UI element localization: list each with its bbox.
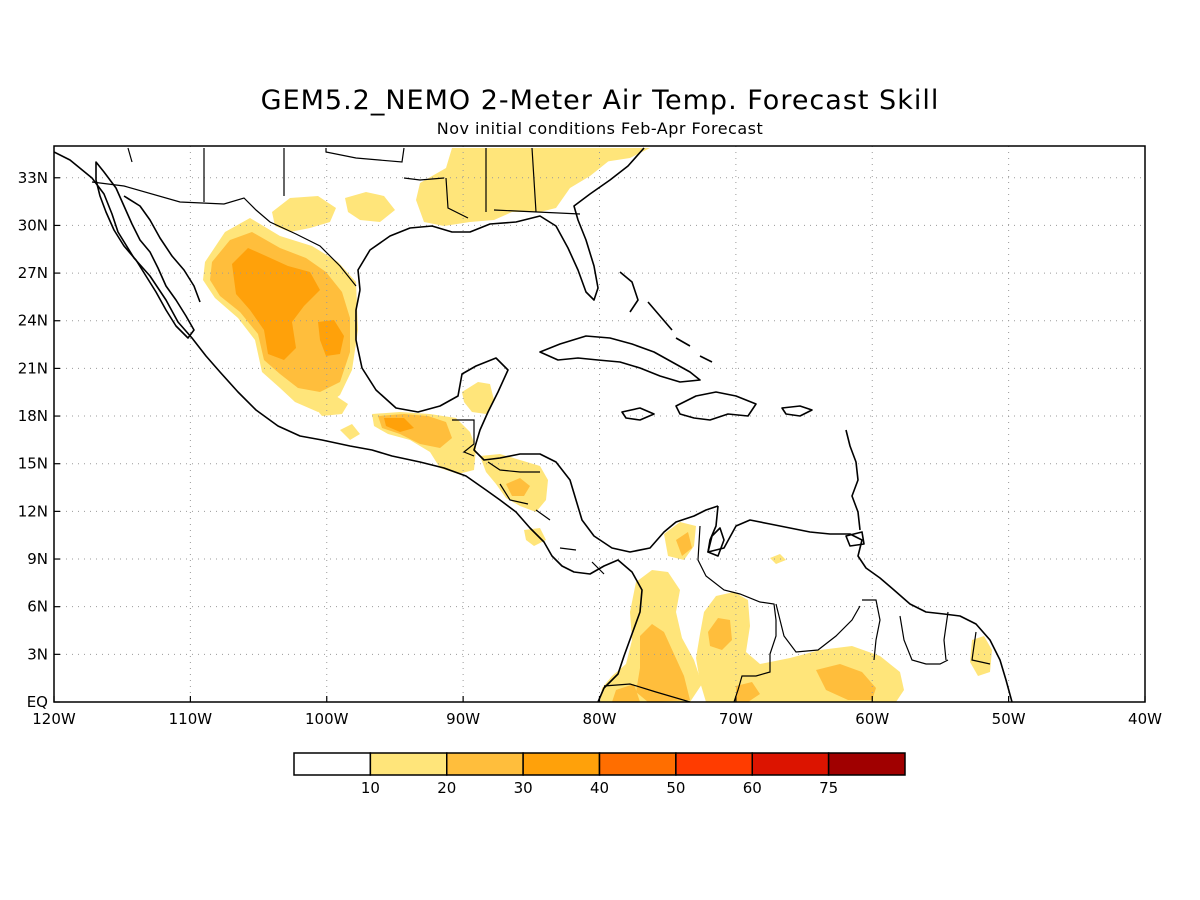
- lon-tick-label: 120W: [32, 710, 76, 728]
- lon-tick-label: 70W: [719, 710, 753, 728]
- lat-tick-label: 15N: [18, 455, 48, 473]
- coastline-cuba: [539, 335, 701, 383]
- map-graticule: [54, 146, 1145, 702]
- skill-area-brazil-inner: [816, 664, 876, 700]
- border-south-america: [697, 525, 991, 702]
- coastline-lesser-antilles: [845, 429, 861, 531]
- lat-tick-label: 21N: [18, 359, 48, 377]
- colorbar-swatch: [751, 752, 830, 776]
- skill-area-colombia-south: [612, 684, 640, 702]
- lon-tick-label: 60W: [855, 710, 889, 728]
- border-central-america: [452, 419, 605, 575]
- skill-level-30-40: [232, 248, 414, 432]
- lon-tick-label: 110W: [169, 710, 213, 728]
- coastline-trinidad: [845, 531, 865, 547]
- coastline-gulf-california: [123, 195, 201, 303]
- skill-area-texas: [272, 196, 336, 232]
- lat-tick-label: 9N: [27, 550, 48, 568]
- skill-area-honduras-inner: [506, 478, 530, 496]
- skill-area-costa-rica: [524, 528, 546, 546]
- colorbar-swatch: [598, 752, 677, 776]
- map-frame: [53, 145, 1146, 703]
- map-subtitle: Nov initial conditions Feb-Apr Forecast: [436, 119, 764, 138]
- skill-area-oaxaca: [340, 424, 360, 440]
- colorbar-label: 40: [590, 779, 609, 797]
- coastline-puerto-rico: [781, 405, 813, 417]
- coastline-lake-maracaibo: [707, 527, 725, 557]
- skill-area-texas-east: [345, 192, 395, 222]
- colorbar: 10 20 30 40 50 60 75: [293, 752, 906, 797]
- skill-area-french-guiana: [970, 636, 992, 676]
- skill-area-southeast-us: [416, 148, 620, 226]
- colorbar-swatch: [522, 752, 601, 776]
- coastline-gulf-of-mexico: [357, 147, 645, 301]
- border-us-states: [127, 147, 581, 219]
- lon-tick-label: 90W: [446, 710, 480, 728]
- skill-shading: [203, 148, 992, 702]
- colorbar-swatch: [369, 752, 448, 776]
- coastline-jamaica: [621, 407, 655, 421]
- lon-tick-label: 50W: [992, 710, 1026, 728]
- lat-tick-label: EQ: [27, 693, 48, 711]
- lon-tick-label: 80W: [583, 710, 617, 728]
- lon-tick-label: 40W: [1128, 710, 1162, 728]
- political-borders: [91, 147, 991, 702]
- coastline-baja-california: [95, 161, 195, 339]
- skill-area-coahuila-core: [318, 320, 344, 356]
- lat-tick-label: 6N: [27, 598, 48, 616]
- skill-level-10-20: [203, 148, 992, 702]
- skill-area-brazil-west-inner: [736, 682, 760, 702]
- colorbar-swatch: [827, 752, 906, 776]
- colorbar-label: 30: [514, 779, 533, 797]
- colorbar-swatch: [675, 752, 753, 776]
- longitude-labels: 120W 110W 100W 90W 80W 70W 60W 50W 40W: [32, 696, 1162, 728]
- latitude-labels: EQ 3N 6N 9N 12N 15N 18N 21N 24N 27N 30N 33N: [18, 169, 60, 711]
- skill-area-colombia-inner: [636, 624, 690, 702]
- border-colombia-peru: [603, 683, 691, 702]
- colorbar-label: 75: [819, 779, 838, 797]
- lat-tick-label: 12N: [18, 502, 48, 520]
- map-title: GEM5.2_NEMO 2-Meter Air Temp. Forecast S…: [260, 85, 940, 116]
- coastline-pacific-mexico: [54, 151, 643, 702]
- lat-tick-label: 24N: [18, 312, 48, 330]
- colorbar-label: 20: [437, 779, 456, 797]
- coastline-bahamas: [619, 271, 713, 363]
- colorbar-label: 10: [361, 779, 380, 797]
- lat-tick-label: 3N: [27, 645, 48, 663]
- coastline-venezuela: [707, 505, 1013, 702]
- skill-area-chihuahua-core: [232, 248, 320, 360]
- skill-area-venezuela-south-inner: [708, 618, 732, 650]
- lat-tick-label: 30N: [18, 216, 48, 234]
- skill-area-caribbean-dot: [770, 554, 786, 564]
- colorbar-label: 50: [666, 779, 685, 797]
- skill-area-venezuela-west-inner: [676, 532, 692, 556]
- coastline-mexico-gulf: [355, 289, 719, 553]
- lat-tick-label: 33N: [18, 169, 48, 187]
- lon-tick-label: 100W: [305, 710, 349, 728]
- coastline-hispaniola: [675, 391, 757, 421]
- skill-area-veracruz: [310, 392, 348, 416]
- skill-area-yucatan: [462, 382, 494, 414]
- colorbar-swatch: [293, 752, 372, 776]
- border-us-mexico: [91, 181, 357, 287]
- skill-area-tabasco-core: [384, 418, 414, 432]
- lat-tick-label: 27N: [18, 264, 48, 282]
- coastlines: [54, 147, 1013, 702]
- colorbar-label: 60: [743, 779, 762, 797]
- colorbar-swatch: [446, 752, 524, 776]
- lat-tick-label: 18N: [18, 407, 48, 425]
